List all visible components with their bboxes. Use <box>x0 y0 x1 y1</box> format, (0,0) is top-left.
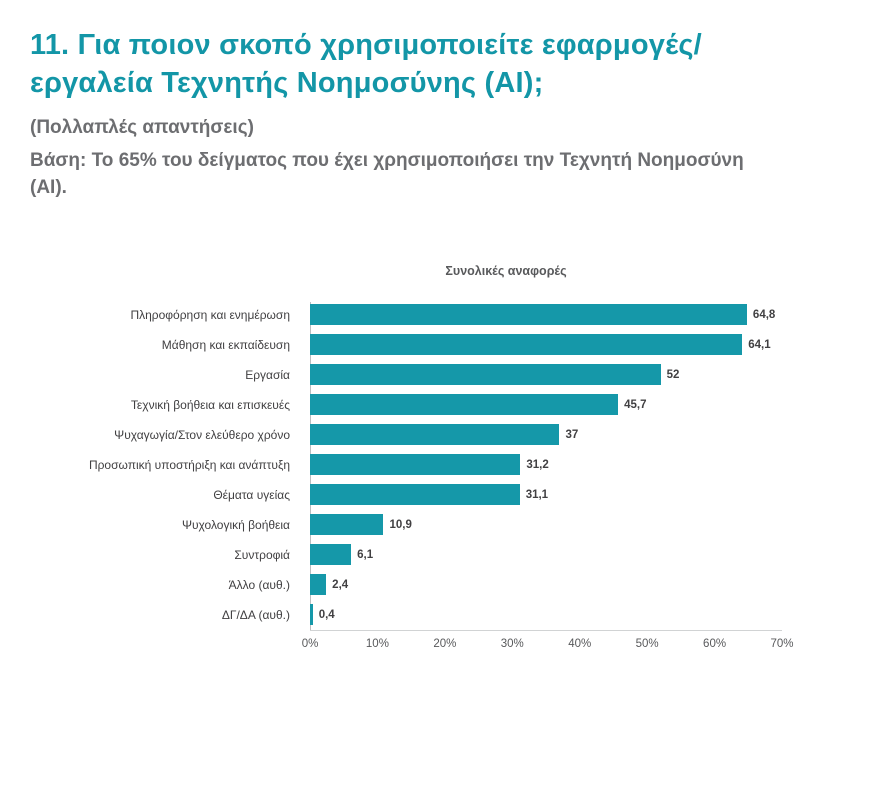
value-label: 64,8 <box>752 308 776 321</box>
bar-track: 0,4 <box>310 604 782 626</box>
category-label: Προσωπική υποστήριξη και ανάπτυξη <box>88 457 290 472</box>
bar-row: Πληροφόρηση και ενημέρωση 64,8 <box>10 300 880 330</box>
x-tick-label: 0% <box>301 637 319 650</box>
value-label: 2,4 <box>332 578 349 591</box>
bar-row: ΔΓ/ΔΑ (αυθ.) 0,4 <box>10 600 880 630</box>
bar-row: Θέματα υγείας 31,1 <box>10 480 880 510</box>
category-label: Ψυχολογική βοήθεια <box>181 517 290 532</box>
bar-row: Μάθηση και εκπαίδευση 64,1 <box>10 330 880 360</box>
bar <box>310 454 521 476</box>
category-label: Πληροφόρηση και ενημέρωση <box>130 307 290 322</box>
x-tick-label: 40% <box>568 637 592 650</box>
bar-row: Άλλο (αυθ.) 2,4 <box>10 570 880 600</box>
bar-track: 2,4 <box>310 574 782 596</box>
category-label: Ψυχαγωγία/Στον ελεύθερο χρόνο <box>114 427 290 442</box>
category-label: ΔΓ/ΔΑ (αυθ.) <box>221 607 290 622</box>
value-label: 37 <box>565 428 579 441</box>
bar <box>310 334 743 356</box>
x-tick-label: 10% <box>365 637 389 650</box>
x-tick-label: 50% <box>635 637 659 650</box>
bar-chart: Συνολικές αναφορές Πληροφόρηση και ενημέ… <box>0 264 880 657</box>
value-label: 31,1 <box>525 488 549 501</box>
bar-rows: Πληροφόρηση και ενημέρωση 64,8 Μάθηση και … <box>10 300 880 630</box>
x-tick-label: 30% <box>500 637 524 650</box>
question-title-line1: 11. Για ποιον σκοπό χρησιμοποιείτε εφαρμ… <box>30 29 702 61</box>
value-label: 45,7 <box>624 398 647 411</box>
bar-track: 64,1 <box>310 334 782 356</box>
bar-track: 6,1 <box>310 544 782 566</box>
bar-track: 31,1 <box>310 484 782 506</box>
category-label: Συντροφιά <box>234 547 290 562</box>
category-label: Εργασία <box>245 367 290 382</box>
bar-row: Ψυχολογική βοήθεια 10,9 <box>10 510 880 540</box>
category-label: Άλλο (αυθ.) <box>228 577 290 592</box>
bar-track: 10,9 <box>310 514 782 536</box>
base-note: Βάση: Το 65% του δείγματος που έχει χρησ… <box>30 149 744 199</box>
value-label: 31,2 <box>526 458 549 471</box>
x-tick-label: 70% <box>770 637 794 650</box>
bar-track: 52 <box>310 364 782 386</box>
bar <box>310 394 619 416</box>
multiple-answers-note: (Πολλαπλές απαντήσεις) <box>30 116 254 138</box>
x-tick-label: 60% <box>703 637 727 650</box>
bar-row: Συντροφιά 6,1 <box>10 540 880 570</box>
bar-track: 64,8 <box>310 304 782 326</box>
bar-row: Τεχνική βοήθεια και επισκευές 45,7 <box>10 390 880 420</box>
x-axis: 0% 10% 20% 30% 40% 50% 60% 70% <box>302 629 794 657</box>
bar-track: 45,7 <box>310 394 782 416</box>
value-label: 10,9 <box>389 518 412 531</box>
chart-title: Συνολικές αναφορές <box>445 263 567 278</box>
bar <box>310 424 560 446</box>
value-label: 0,4 <box>318 608 335 621</box>
value-label: 52 <box>666 368 680 381</box>
question-title-line2: εργαλεία Τεχνητής Νοημοσύνης (AI); <box>30 67 544 100</box>
value-label: 64,1 <box>748 338 771 351</box>
x-tick-label: 20% <box>433 637 457 650</box>
bar <box>310 544 352 566</box>
question-title: 11. Για ποιον σκοπό χρησιμοποιείτε εφαρμ… <box>30 26 850 103</box>
bar-track: 31,2 <box>310 454 782 476</box>
category-label: Μάθηση και εκπαίδευση <box>161 337 290 352</box>
page-header: 11. Για ποιον σκοπό χρησιμοποιείτε εφαρμ… <box>0 0 880 202</box>
bar <box>310 574 327 596</box>
category-label: Θέματα υγείας <box>213 487 290 502</box>
plot-area: Πληροφόρηση και ενημέρωση 64,8 Μάθηση και … <box>10 300 880 630</box>
bar-row: Προσωπική υποστήριξη και ανάπτυξη 31,2 <box>10 450 880 480</box>
bar-row: Εργασία 52 <box>10 360 880 390</box>
category-label: Τεχνική βοήθεια και επισκευές <box>130 397 290 412</box>
bar-track: 37 <box>310 424 782 446</box>
bar <box>310 604 313 626</box>
value-label: 6,1 <box>357 548 374 561</box>
bar <box>310 514 384 536</box>
bar <box>310 364 661 386</box>
bar-row: Ψυχαγωγία/Στον ελεύθερο χρόνο 37 <box>10 420 880 450</box>
bar <box>310 484 520 506</box>
bar <box>310 304 747 326</box>
